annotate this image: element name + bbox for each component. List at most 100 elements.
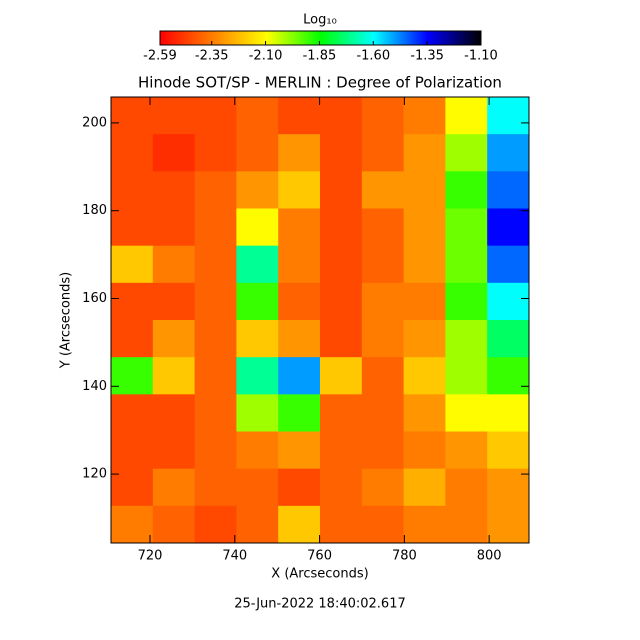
heatmap-cell (194, 208, 237, 247)
heatmap-cell (152, 320, 196, 358)
y-tick-label: 200 (82, 115, 107, 130)
heatmap-cell (236, 134, 279, 172)
heatmap-cell (278, 431, 321, 470)
heatmap-cell (194, 282, 237, 321)
heatmap-cell (445, 171, 488, 209)
heatmap-cell (236, 357, 279, 395)
heatmap-cell (194, 134, 237, 172)
heatmap-cell (278, 208, 321, 247)
heatmap-cell (278, 320, 321, 358)
heatmap-cell (236, 320, 279, 358)
heatmap-cell (278, 505, 321, 544)
heatmap-cell (403, 320, 446, 358)
colorbar-tick-label: -1.85 (303, 49, 337, 64)
heatmap-cell (152, 468, 196, 507)
heatmap-cell (111, 171, 154, 209)
heatmap-cell (278, 97, 321, 135)
heatmap-cell (111, 208, 154, 247)
heatmap-cell (445, 394, 488, 432)
heatmap-cell (403, 357, 446, 395)
heatmap-cell (487, 245, 530, 284)
heatmap-cell (445, 357, 488, 395)
heatmap-cell (403, 245, 446, 284)
heatmap-cell (487, 208, 530, 247)
heatmap-cell (320, 505, 363, 544)
heatmap-cell (320, 282, 363, 321)
heatmap-cell (487, 282, 530, 321)
heatmap-cell (320, 320, 363, 358)
heatmap-cell (111, 505, 154, 544)
heatmap-cell (361, 431, 405, 470)
heatmap-cell (445, 505, 488, 544)
heatmap-cell (236, 468, 279, 507)
heatmap-cell (194, 468, 237, 507)
heatmap-cell (152, 394, 196, 432)
heatmap-cell (361, 282, 405, 321)
heatmap-cell (445, 245, 488, 284)
heatmap-cell (194, 505, 237, 544)
y-tick-label: 180 (82, 203, 107, 218)
heatmap-cell (445, 320, 488, 358)
colorbar-label: Log₁₀ (303, 13, 337, 28)
colorbar-tick-label: -2.35 (195, 49, 229, 64)
heatmap-cell (278, 171, 321, 209)
heatmap-cell (152, 282, 196, 321)
heatmap-cell (152, 505, 196, 544)
heatmap-cell (361, 505, 405, 544)
x-tick-label: 760 (307, 549, 332, 564)
footer-timestamp: 25-Jun-2022 18:40:02.617 (234, 597, 406, 612)
heatmap-cell (111, 282, 154, 321)
heatmap-cell (278, 394, 321, 432)
heatmap-cell (403, 97, 446, 135)
heatmap-cell (278, 357, 321, 395)
heatmap-cell (194, 245, 237, 284)
heatmap-cell (487, 357, 530, 395)
heatmap-cell (236, 245, 279, 284)
colorbar-tick-label: -2.10 (249, 49, 283, 64)
colorbar-tick-label: -1.60 (356, 49, 390, 64)
heatmap-cell (320, 394, 363, 432)
heatmap-cell (111, 394, 154, 432)
y-axis-label: Y (Arcseconds) (59, 272, 74, 369)
heatmap-cell (236, 394, 279, 432)
heatmap-cell (320, 357, 363, 395)
heatmap-cell (361, 97, 405, 135)
heatmap-cell (361, 134, 405, 172)
heatmap-cell (361, 394, 405, 432)
x-tick-label: 780 (392, 549, 417, 564)
heatmap-cell (236, 282, 279, 321)
heatmap-cell (487, 505, 530, 544)
heatmap-cell (111, 97, 154, 135)
heatmap-cell (445, 282, 488, 321)
heatmap-cell (403, 171, 446, 209)
heatmap-cell (445, 134, 488, 172)
heatmap-cell (445, 468, 488, 507)
heatmap-cell (236, 505, 279, 544)
colorbar-tick-label: -1.35 (410, 49, 444, 64)
heatmap-cell (403, 282, 446, 321)
heatmap-cell (236, 97, 279, 135)
x-tick-label: 740 (222, 549, 247, 564)
heatmap-cell (361, 171, 405, 209)
colorbar-tick-label: -1.10 (464, 49, 498, 64)
heatmap-cell (236, 431, 279, 470)
heatmap-cell (111, 245, 154, 284)
colorbar-tick-label: -2.59 (143, 49, 177, 64)
heatmap-cell (152, 357, 196, 395)
heatmap-cell (361, 245, 405, 284)
heatmap-cell (152, 171, 196, 209)
heatmap-cell (320, 208, 363, 247)
y-tick-label: 120 (82, 467, 107, 482)
heatmap-cell (445, 97, 488, 135)
heatmap-cell (487, 394, 530, 432)
heatmap-cell (445, 208, 488, 247)
heatmap-cell (320, 245, 363, 284)
heatmap-cell (487, 171, 530, 209)
heatmap-cell (278, 468, 321, 507)
heatmap-cell (445, 431, 488, 470)
heatmap-cell (403, 468, 446, 507)
heatmap-cell (278, 245, 321, 284)
heatmap-cell (194, 171, 237, 209)
heatmap-cell (236, 171, 279, 209)
heatmap-cell (194, 320, 237, 358)
